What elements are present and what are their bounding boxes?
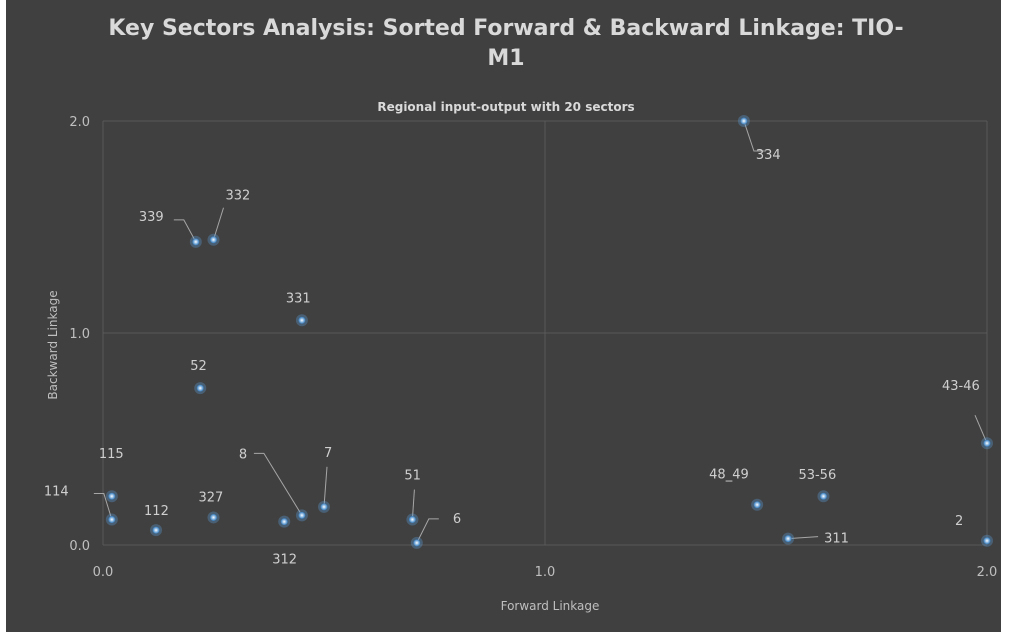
- data-point: [108, 492, 116, 500]
- point-label: 7: [324, 446, 332, 461]
- axis-ticks: 0.0 1.0 2.0 0.0 1.0 2.0: [69, 115, 997, 580]
- leader-line: [173, 219, 197, 243]
- leader-line: [788, 536, 819, 540]
- point-label: 53-56: [798, 468, 836, 483]
- point-label: 334: [756, 148, 781, 163]
- y-tick-label: 1.0: [69, 327, 90, 342]
- point-label: 331: [286, 291, 311, 306]
- data-point: [298, 511, 306, 519]
- data-points: [105, 115, 993, 549]
- y-axis-label: Backward Linkage: [46, 290, 60, 399]
- data-point: [196, 384, 204, 392]
- point-label: 114: [44, 485, 69, 500]
- leader-line: [743, 120, 766, 152]
- chart-title: Key Sectors Analysis: Sorted Forward & B…: [6, 14, 1006, 74]
- leader-line: [416, 518, 439, 544]
- point-label: 6: [453, 512, 461, 527]
- data-point: [753, 501, 761, 509]
- data-point: [280, 518, 288, 526]
- point-label: 112: [144, 504, 169, 519]
- point-label: 312: [272, 553, 297, 568]
- leader-lines: [93, 120, 988, 544]
- point-label: 332: [226, 189, 251, 204]
- point-label: 43-46: [942, 379, 980, 394]
- data-point: [152, 526, 160, 534]
- y-tick-label: 0.0: [69, 539, 90, 554]
- data-point: [108, 516, 116, 524]
- data-point: [210, 513, 217, 521]
- point-label: 48_49: [709, 468, 749, 483]
- data-point: [983, 439, 991, 447]
- data-point: [819, 492, 827, 500]
- point-label: 2: [955, 514, 963, 529]
- grid: [102, 120, 988, 546]
- leader-line: [253, 452, 303, 516]
- chart-title-line-2: M1: [487, 46, 525, 71]
- point-label: 51: [404, 469, 421, 484]
- data-point: [983, 537, 991, 545]
- leader-line: [411, 489, 415, 520]
- data-point: [210, 236, 217, 244]
- chart-subtitle: Regional input-output with 20 sectors: [377, 100, 635, 114]
- x-tick-label: 0.0: [93, 565, 114, 580]
- leader-line: [974, 415, 988, 444]
- point-label: 52: [190, 359, 207, 374]
- data-point: [740, 117, 748, 125]
- data-point: [784, 535, 792, 543]
- point-labels: 334 339 332 331 52 43-46 115 114 112 327 312 8 7 51 6 4…: [44, 148, 980, 568]
- leader-line: [213, 207, 224, 240]
- point-label: 311: [824, 532, 849, 547]
- point-label: 339: [139, 210, 164, 225]
- y-tick-label: 2.0: [69, 115, 90, 130]
- data-point: [298, 316, 306, 324]
- data-point: [408, 516, 416, 524]
- point-label: 327: [199, 490, 224, 505]
- chart-area: Key Sectors Analysis: Sorted Forward & B…: [6, 0, 1001, 632]
- data-point: [192, 238, 200, 246]
- x-tick-label: 1.0: [535, 565, 556, 580]
- x-tick-label: 2.0: [977, 565, 998, 580]
- point-label: 115: [99, 447, 124, 462]
- point-label: 8: [239, 447, 247, 462]
- scatter-plot: 0.0 1.0 2.0 0.0 1.0 2.0 334 339 332 331 52 43-46 11…: [44, 115, 997, 613]
- x-axis-label: Forward Linkage: [501, 599, 600, 613]
- data-point: [413, 539, 421, 547]
- leader-line: [93, 493, 113, 520]
- leader-line: [323, 466, 328, 507]
- chart-title-line-1: Key Sectors Analysis: Sorted Forward & B…: [108, 16, 904, 41]
- data-point: [320, 503, 328, 511]
